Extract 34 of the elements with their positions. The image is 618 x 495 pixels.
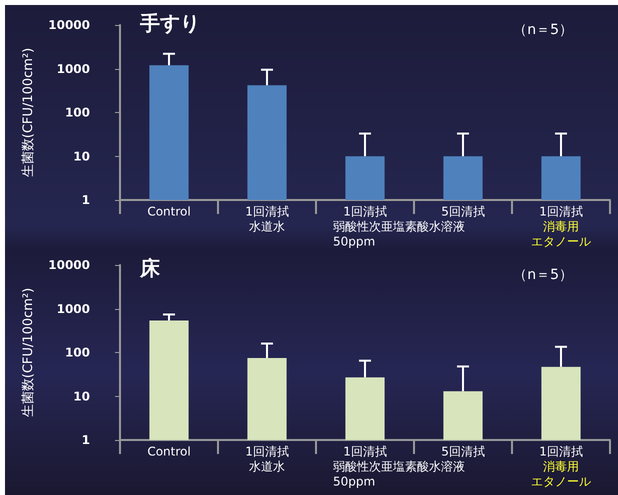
y-tick-label: 10 bbox=[73, 389, 90, 404]
text: 弱酸性次亜塩素酸水溶液 50ppm bbox=[333, 220, 465, 248]
x-tick-label: 1回清拭 bbox=[539, 444, 583, 458]
x-tick-label: 1回清拭 bbox=[343, 444, 387, 458]
text: 水道水 bbox=[249, 220, 285, 234]
x-tick-label: Control bbox=[147, 444, 191, 458]
chart-title: 床 bbox=[139, 256, 161, 280]
x-tick-label: 1回清拭 bbox=[539, 204, 583, 218]
y-tick-label: 100 bbox=[64, 106, 90, 120]
x-tick-label: 1回清拭 bbox=[343, 204, 387, 218]
y-tick-label: 10000 bbox=[48, 258, 90, 272]
x-tick-label: Control bbox=[147, 204, 191, 218]
y-tick-label: 10000 bbox=[48, 18, 90, 32]
text: 消毒用 bbox=[543, 220, 579, 234]
y-tick-label: 1000 bbox=[56, 302, 90, 316]
y-axis-title: 生菌数(CFU/100cm²) bbox=[21, 48, 36, 178]
text: 消毒用 bbox=[543, 460, 579, 474]
y-tick-label: 1000 bbox=[56, 62, 90, 76]
y-axis-title: 生菌数(CFU/100cm²) bbox=[21, 288, 36, 418]
annotation: （n＝5） bbox=[513, 267, 573, 283]
x-tick-label: 1回清拭 bbox=[245, 204, 289, 218]
text: 弱酸性次亜塩素酸水溶液 50ppm bbox=[333, 460, 465, 488]
y-tick-label: 1 bbox=[82, 193, 90, 207]
y-tick-label: 1 bbox=[82, 433, 90, 447]
x-tick-label: 5回清拭 bbox=[441, 204, 485, 218]
annotation: （n＝5） bbox=[513, 22, 573, 38]
text: 水道水 bbox=[249, 460, 285, 474]
x-tick-label: 1回清拭 bbox=[245, 444, 289, 458]
chart-title: 手すり bbox=[139, 11, 200, 35]
x-tick-label: 5回清拭 bbox=[441, 444, 485, 458]
text: エタノール bbox=[531, 474, 591, 488]
text: エタノール bbox=[531, 234, 591, 248]
y-tick-label: 100 bbox=[64, 346, 90, 360]
y-tick-label: 10 bbox=[73, 149, 90, 164]
